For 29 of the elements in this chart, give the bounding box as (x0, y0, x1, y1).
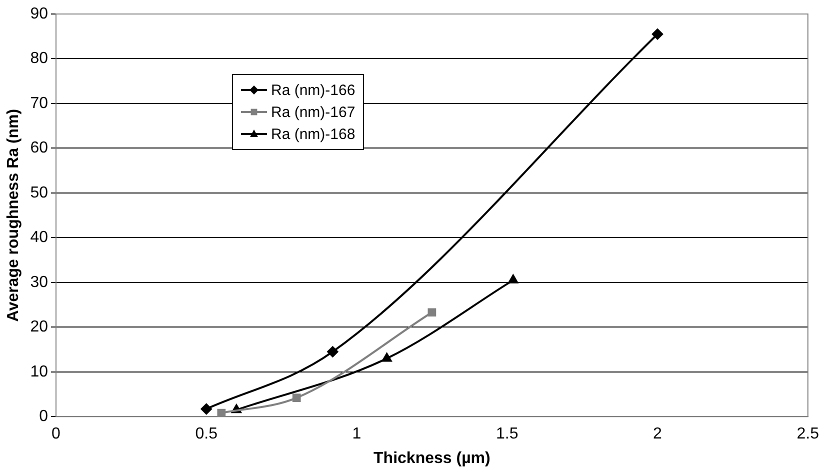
point (652, 28, 664, 40)
point (217, 408, 226, 417)
x-tick-label: 2.5 (796, 426, 820, 443)
y-axis-title: Average roughness Ra (nm) (5, 108, 22, 322)
point (292, 394, 301, 402)
y-tick-label: 10 (30, 363, 48, 380)
y-tick-label: 40 (30, 229, 48, 246)
x-axis-title: Thickness (µm) (374, 450, 490, 467)
y-tick-label: 90 (30, 5, 48, 22)
y-tick-label: 30 (30, 274, 48, 291)
x-tick-label: 1 (352, 426, 362, 443)
y-tick-label: 70 (30, 94, 48, 112)
x-tick-label: 0.5 (195, 426, 218, 443)
y-tick-label: 0 (39, 408, 48, 426)
point (200, 403, 212, 414)
y-tick-label: 50 (30, 184, 48, 202)
y-tick-label: 20 (30, 318, 48, 336)
point (327, 346, 338, 358)
legend-label: Ra (nm)-166 (270, 82, 356, 98)
point (508, 274, 518, 284)
x-tick-label: 0 (52, 426, 61, 443)
x-tick-label: 2 (653, 426, 662, 443)
legend-label: Ra (nm)-167 (270, 104, 356, 120)
point (428, 308, 436, 317)
x-tick-label: 1.5 (496, 426, 518, 443)
y-tick-label: 80 (30, 50, 48, 68)
point (382, 352, 392, 362)
y-tick-label: 60 (30, 140, 48, 157)
legend-label: Ra (nm)-168 (270, 126, 356, 142)
